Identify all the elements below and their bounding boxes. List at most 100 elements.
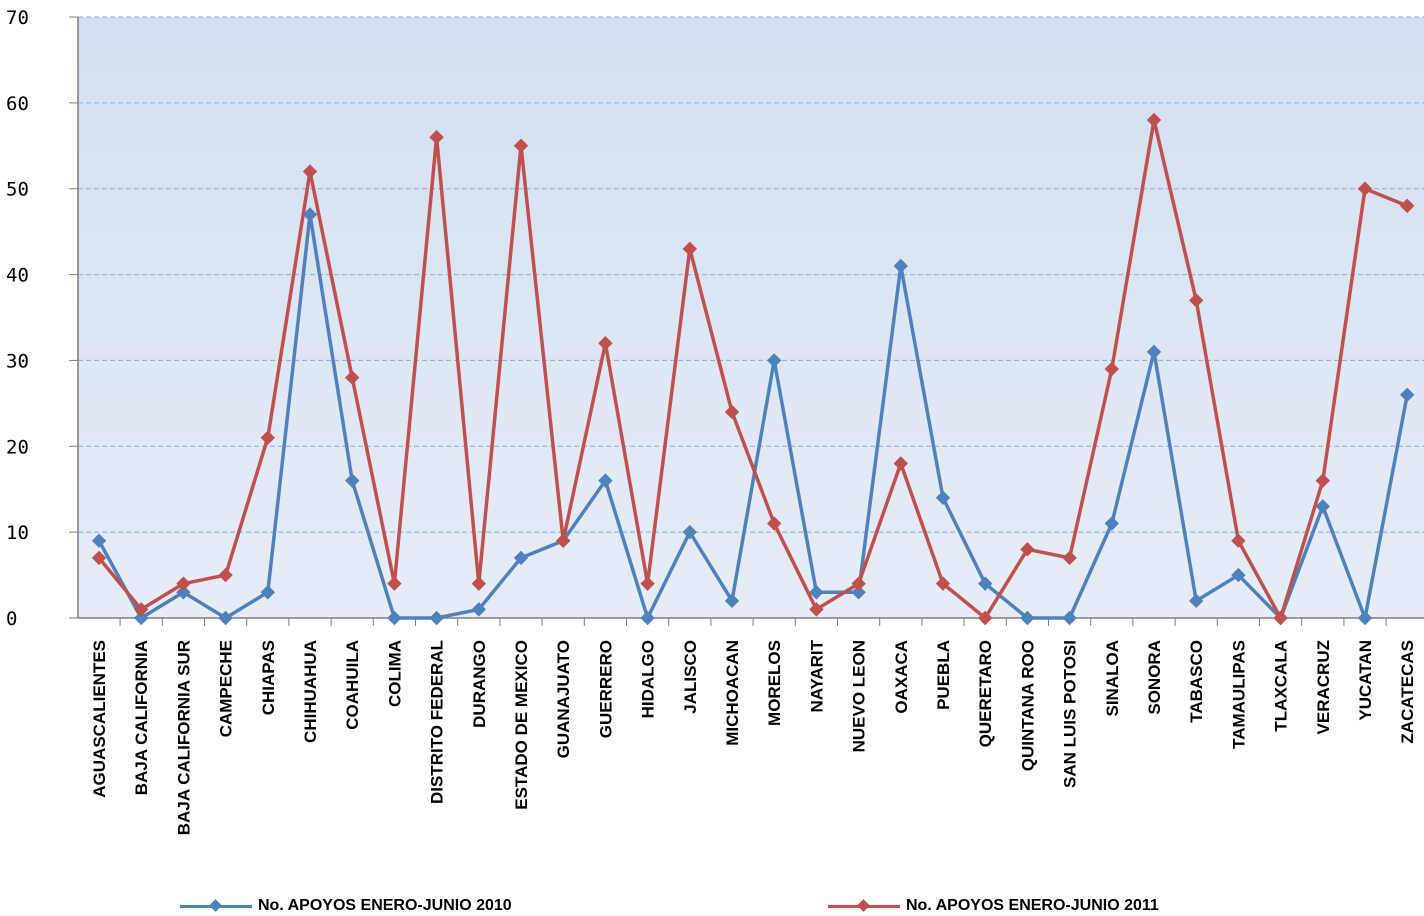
data-point: [1104, 516, 1120, 531]
data-point: [977, 576, 993, 591]
x-tick-label: SONORA: [1145, 640, 1164, 715]
data-point: [1231, 567, 1246, 583]
data-point: [724, 593, 740, 609]
legend-swatch-2010: [180, 896, 252, 916]
data-point: [176, 576, 191, 591]
series-line: [97, 212, 1409, 620]
data-point: [1062, 550, 1077, 566]
x-tick-label: CAMPECHE: [217, 640, 236, 737]
legend-label-2011: No. APOYOS ENERO-JUNIO 2011: [906, 897, 1159, 914]
series-group: [91, 112, 1415, 626]
data-point: [598, 473, 613, 488]
x-tick-label: CHIAPAS: [259, 640, 278, 715]
x-tick-label: ZACATECAS: [1398, 640, 1417, 744]
y-tick-label: 10: [6, 522, 29, 544]
data-point: [893, 258, 909, 274]
legend-item-2010: No. APOYOS ENERO-JUNIO 2010: [180, 896, 512, 916]
data-point: [302, 164, 318, 179]
data-point: [1062, 610, 1077, 626]
data-point: [133, 602, 149, 617]
x-tick-label: TLAXCALA: [1272, 640, 1291, 732]
x-tick-label: CHIHUAHUA: [301, 640, 320, 743]
x-tick-label: NUEVO LEON: [850, 640, 869, 752]
data-point: [1020, 542, 1035, 557]
data-point: [640, 610, 655, 626]
series-2010: [91, 207, 1415, 626]
x-tick-label: HIDALGO: [639, 640, 658, 718]
data-point: [471, 602, 487, 617]
data-point: [598, 336, 613, 351]
x-tick-label: QUERETARO: [976, 640, 995, 747]
axes: [77, 17, 1424, 619]
x-tick-label: DISTRITO FEDERAL: [428, 640, 447, 804]
data-point: [513, 550, 529, 566]
y-tick-label: 30: [6, 350, 29, 372]
x-tick-label: BAJA CALIFORNIA: [132, 640, 151, 795]
y-tick-label: 20: [6, 436, 29, 458]
data-point: [1104, 361, 1120, 377]
data-point: [429, 129, 444, 145]
legend: No. APOYOS ENERO-JUNIO 2010 No. APOYOS E…: [0, 896, 1424, 916]
x-tick-label: TAMAULIPAS: [1229, 640, 1248, 749]
data-point: [809, 585, 824, 600]
x-tick-label: COLIMA: [385, 640, 404, 707]
data-point: [682, 524, 698, 540]
data-point: [91, 533, 107, 548]
x-tick-label: COAHUILA: [343, 640, 362, 730]
data-point: [1188, 293, 1204, 308]
data-point: [851, 576, 866, 591]
data-point: [218, 567, 233, 583]
data-point: [1315, 499, 1331, 514]
x-tick-label: SAN LUIS POTOSI: [1061, 640, 1080, 788]
data-point: [555, 533, 571, 548]
data-point: [344, 473, 360, 488]
data-point: [851, 585, 866, 600]
x-tick-label: YUCATAN: [1356, 640, 1375, 721]
x-tick-label: MICHOACAN: [723, 640, 742, 746]
data-point: [1146, 344, 1162, 360]
data-point: [766, 353, 782, 368]
data-point: [1188, 593, 1204, 609]
x-tick-label: MORELOS: [765, 640, 784, 726]
data-point: [1146, 112, 1162, 128]
data-point: [1399, 198, 1415, 214]
x-tick-label: VERACRUZ: [1314, 640, 1333, 734]
data-point: [471, 576, 487, 591]
y-tick-label: 40: [6, 265, 29, 287]
data-point: [1357, 181, 1373, 196]
data-point: [513, 138, 529, 153]
legend-swatch-2011: [828, 896, 900, 916]
y-tick-label: 60: [6, 93, 29, 115]
y-tick-label: 70: [6, 7, 29, 29]
data-point: [809, 602, 824, 617]
data-point: [429, 610, 444, 626]
data-point: [218, 610, 233, 626]
data-point: [260, 585, 276, 600]
x-tick-label: GUANAJUATO: [554, 640, 573, 758]
data-point: [682, 241, 698, 257]
x-tick-label: QUINTANA ROO: [1018, 640, 1037, 771]
x-tick-label: SINALOA: [1103, 640, 1122, 717]
data-point: [1399, 387, 1415, 402]
x-tick-label: PUEBLA: [934, 640, 953, 710]
data-point: [91, 550, 107, 566]
data-point: [1315, 473, 1331, 488]
data-point: [766, 516, 782, 531]
data-point: [935, 490, 951, 506]
y-tick-label: 50: [6, 179, 29, 201]
x-tick-label: BAJA CALIFORNIA SUR: [174, 640, 193, 835]
x-tick-label: ESTADO DE MEXICO: [512, 640, 531, 810]
data-point: [387, 610, 402, 626]
x-tick-label: NAYARIT: [807, 639, 826, 712]
data-point: [1020, 610, 1035, 626]
y-tick-label: 0: [6, 608, 17, 630]
data-point: [344, 370, 360, 385]
x-tick-label: GUERRERO: [596, 640, 615, 738]
plot-area: [78, 17, 1424, 618]
x-tick-label: OAXACA: [892, 640, 911, 714]
data-point: [387, 576, 402, 591]
data-point: [133, 610, 149, 626]
data-point: [302, 207, 318, 222]
x-tick-label: AGUASCALIENTES: [90, 640, 109, 798]
